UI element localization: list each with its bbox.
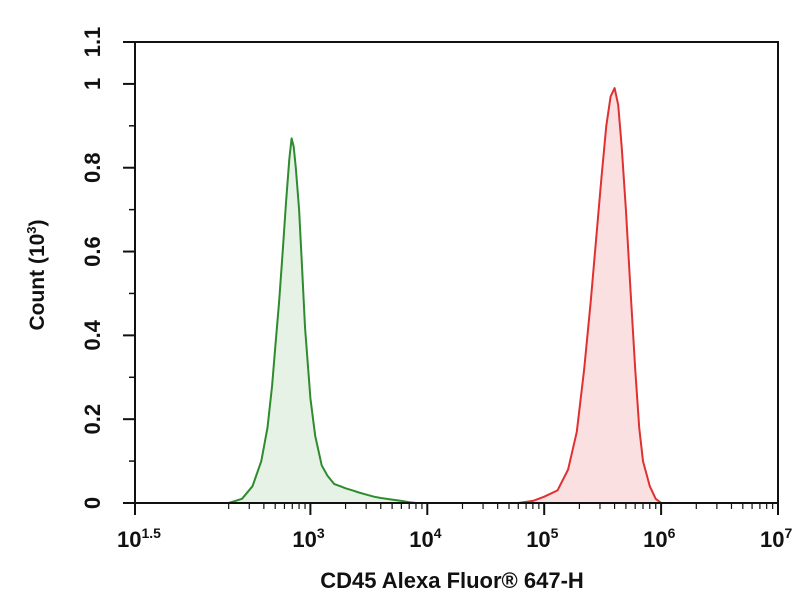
series-fills xyxy=(228,88,662,503)
x-tick-label: 104 xyxy=(409,525,441,552)
y-tick-label: 0.2 xyxy=(80,404,105,435)
x-tick-label: 105 xyxy=(526,525,558,552)
y-tick-label: 0.6 xyxy=(80,236,105,267)
y-tick-label: 0.8 xyxy=(80,152,105,183)
x-axis-label: CD45 Alexa Fluor® 647-H xyxy=(320,568,584,593)
series-lines xyxy=(228,87,662,504)
y-axis-label-main: Count (10 xyxy=(26,234,49,331)
x-tick-label: 101.5 xyxy=(117,525,161,552)
y-tick-label: 1.1 xyxy=(80,27,105,58)
y-axis-label-close: ) xyxy=(26,219,49,226)
x-tick-label: 107 xyxy=(760,525,792,552)
y-tick-label: 1 xyxy=(80,78,105,90)
y-axis: 0 0.2 0.4 0.6 0.8 1 1.1 xyxy=(80,27,136,509)
plot-frame xyxy=(134,41,779,504)
y-tick-label: 0 xyxy=(80,497,105,509)
x-tick-label: 106 xyxy=(643,525,675,552)
series-1-line xyxy=(228,137,417,504)
series-2-line xyxy=(518,87,662,504)
series-1-fill xyxy=(228,138,416,503)
series-2-fill xyxy=(518,88,662,503)
y-tick-label: 0.4 xyxy=(80,319,105,350)
y-axis-label-exponent: 3 xyxy=(24,226,39,233)
x-tick-label: 103 xyxy=(292,525,324,552)
x-axis: 101.5 103 104 105 106 107 xyxy=(117,503,792,552)
y-axis-label: Count (103) xyxy=(24,219,49,330)
